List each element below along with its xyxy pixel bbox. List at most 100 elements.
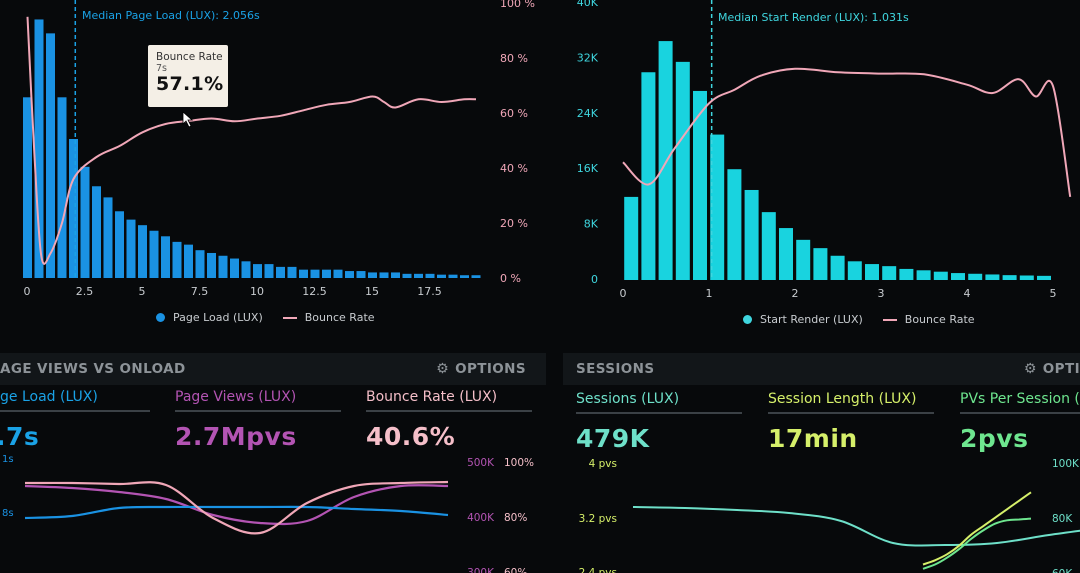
options-button[interactable]: ⚙ OPTI — [1024, 361, 1080, 377]
kpi-value: .7s — [0, 422, 40, 451]
start-render-bar[interactable] — [882, 266, 897, 280]
page-load-bar[interactable] — [333, 269, 343, 278]
start-render-bar[interactable] — [693, 90, 707, 280]
page-load-bar[interactable] — [241, 261, 251, 278]
x-tick-label: 1 — [706, 287, 713, 300]
page-load-bar[interactable] — [195, 250, 205, 278]
page-load-bar[interactable] — [23, 97, 32, 278]
page-load-bar[interactable] — [46, 33, 55, 278]
start-render-bar[interactable] — [933, 271, 948, 280]
page-load-bar[interactable] — [126, 219, 136, 278]
start-render-bar[interactable] — [710, 134, 725, 280]
start-render-bar[interactable] — [779, 228, 793, 280]
page-load-bar[interactable] — [460, 275, 469, 278]
page-load-bar[interactable] — [218, 255, 228, 278]
page-load-bar[interactable] — [230, 258, 239, 278]
x-tick-label: 5 — [139, 285, 146, 298]
page-load-legend-label[interactable]: Page Load (LUX) — [173, 311, 263, 324]
page-load-bar[interactable] — [276, 266, 285, 278]
start-render-bar[interactable] — [830, 255, 845, 280]
page-load-bar[interactable] — [57, 97, 67, 278]
start-render-bar[interactable] — [675, 61, 690, 280]
page-load-bar[interactable] — [207, 252, 216, 278]
start-render-bar[interactable] — [796, 239, 811, 280]
x-tick-label: 7.5 — [191, 285, 209, 298]
page-load-bar[interactable] — [345, 271, 354, 278]
y-left-tick-label: 4 pvs — [589, 458, 617, 470]
start-render-bar[interactable] — [968, 273, 983, 280]
page-load-bar[interactable] — [253, 264, 262, 278]
page-load-bar[interactable] — [184, 244, 193, 278]
start-render-bar[interactable] — [727, 169, 742, 280]
start-render-bar[interactable] — [641, 72, 656, 280]
start-render-bar[interactable] — [1037, 275, 1051, 280]
tooltip-subtitle: 7s — [156, 63, 167, 74]
x-tick-label: 12.5 — [302, 285, 327, 298]
page-load-bar[interactable] — [115, 211, 124, 278]
page-load-bar[interactable] — [368, 272, 377, 278]
start-render-bar[interactable] — [916, 270, 931, 280]
page-load-bar[interactable] — [69, 139, 78, 278]
page-load-bar[interactable] — [471, 275, 481, 278]
bounce-rate-legend-line — [282, 316, 297, 319]
bounce-rate-legend-label[interactable]: Bounce Rate — [304, 311, 375, 324]
page-load-bar[interactable] — [299, 269, 308, 278]
page-load-bar[interactable] — [103, 197, 113, 278]
tooltip-title: Bounce Rate — [156, 51, 223, 63]
page-load-bar[interactable] — [264, 264, 274, 278]
start-render-bar[interactable] — [951, 273, 965, 280]
y-tick-label: 40K — [577, 0, 599, 9]
page-load-bar[interactable] — [34, 19, 44, 279]
page-load-bar[interactable] — [92, 186, 101, 278]
session-length-line — [922, 491, 1032, 566]
y-right-tick-label: 100 % — [500, 0, 535, 10]
page-load-bar[interactable] — [322, 269, 331, 278]
x-tick-label: 0 — [620, 287, 627, 300]
start-render-bar[interactable] — [813, 248, 828, 280]
kpi-label: Page Views (LUX) — [175, 389, 341, 412]
start-render-bar[interactable] — [624, 196, 639, 280]
page-load-bar[interactable] — [448, 274, 458, 278]
page-views-vs-onload-chart: 1s 8s 500K 400K 300K 100% 80% 60% — [2, 454, 534, 573]
y-tick-label: 16K — [577, 162, 599, 175]
start-render-bar[interactable] — [847, 261, 862, 280]
start-render-bar[interactable] — [899, 268, 914, 280]
y-right-tick-label: 20 % — [500, 217, 528, 230]
bounce-rate-legend-line — [882, 318, 897, 321]
page-load-legend: Page Load (LUX) Bounce Rate — [156, 311, 375, 324]
y-right-tick-label: 80K — [1052, 513, 1073, 525]
y-right-tick-label: 400K — [467, 512, 495, 524]
page-load-bar[interactable] — [425, 273, 435, 278]
start-render-bar[interactable] — [1019, 275, 1034, 280]
start-render-bar[interactable] — [985, 274, 1000, 280]
start-render-bar[interactable] — [744, 189, 759, 280]
page-load-bar[interactable] — [161, 236, 170, 278]
start-render-bar[interactable] — [658, 41, 673, 281]
kpi-session-length: Session Length (LUX) 17min — [768, 391, 934, 453]
kpi-bounce-rate: Bounce Rate (LUX) 40.6% — [366, 389, 532, 451]
start-render-legend-label[interactable]: Start Render (LUX) — [760, 313, 863, 326]
start-render-bar[interactable] — [1002, 275, 1017, 280]
page-load-bar[interactable] — [391, 272, 400, 278]
bounce-rate-legend-label[interactable]: Bounce Rate — [904, 313, 975, 326]
y-tick-label: 0 — [591, 273, 598, 286]
start-render-bar[interactable] — [761, 212, 776, 280]
options-button[interactable]: ⚙ OPTIONS — [436, 361, 526, 377]
page-load-bar[interactable] — [402, 273, 412, 278]
page-load-bar[interactable] — [80, 166, 90, 278]
page-load-bar[interactable] — [437, 274, 446, 278]
page-load-bar[interactable] — [414, 273, 423, 278]
median-start-render-annotation: Median Start Render (LUX): 1.031s — [718, 11, 909, 24]
page-load-bar[interactable] — [310, 269, 320, 278]
page-load-bar[interactable] — [379, 272, 389, 278]
x-tick-label: 10 — [250, 285, 264, 298]
start-render-bar[interactable] — [865, 264, 879, 280]
x-tick-label: 2.5 — [76, 285, 94, 298]
page-load-bar[interactable] — [138, 225, 147, 278]
page-load-bar[interactable] — [287, 266, 297, 278]
page-load-legend-dot — [156, 313, 165, 322]
page-load-bar[interactable] — [149, 230, 159, 278]
page-load-bar[interactable] — [356, 271, 366, 278]
bounce-rate-line — [622, 67, 1072, 198]
page-load-bar[interactable] — [172, 241, 182, 278]
